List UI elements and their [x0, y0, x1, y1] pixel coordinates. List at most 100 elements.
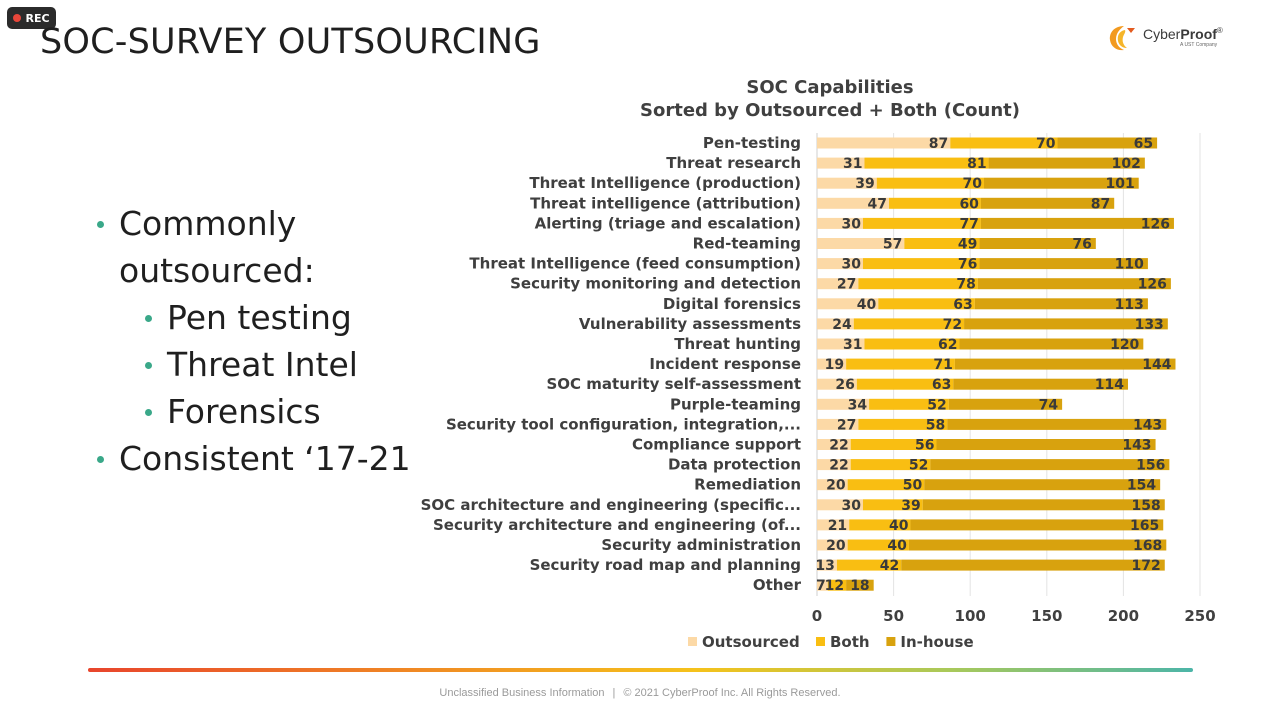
bar-both [847, 479, 925, 491]
bar-outsourced [817, 157, 865, 169]
bar-both [878, 298, 975, 310]
data-label: 19 [825, 357, 844, 373]
data-label: 63 [932, 377, 951, 393]
bar-both [858, 418, 948, 430]
category-label: Pen-testing [703, 134, 801, 152]
data-label: 143 [1133, 417, 1162, 433]
data-label: 12 [825, 578, 844, 594]
sub-bullet-pen-testing: Pen testing [95, 294, 411, 341]
data-label: 40 [857, 297, 877, 313]
sub-bullet-forensics: Forensics [95, 388, 411, 435]
bar-both [846, 358, 955, 370]
category-label: Threat research [666, 154, 801, 172]
footer-separator: | [612, 687, 616, 699]
data-label: 52 [927, 397, 946, 413]
bar-both [862, 499, 923, 511]
data-label: 133 [1135, 317, 1164, 333]
data-label: 114 [1095, 377, 1124, 393]
category-label: Security tool configuration, integration… [446, 415, 801, 433]
bar-both [853, 318, 965, 330]
cyberproof-logo-icon [1109, 26, 1135, 51]
data-label: 71 [933, 357, 952, 373]
data-label: 24 [832, 317, 852, 333]
bar-outsourced [817, 559, 837, 571]
bar-outsourced [817, 499, 863, 511]
bar-in-house [1057, 137, 1158, 149]
bar-outsourced [817, 459, 851, 471]
chart-subtitle: Sorted by Outsourced + Both (Count) [640, 100, 1020, 121]
x-tick-label: 0 [812, 607, 822, 625]
bar-both [856, 378, 954, 390]
footer-gradient-bar [88, 668, 1193, 672]
category-label: Data protection [668, 456, 801, 474]
bullet-consistent: Consistent ‘17-21 [95, 435, 411, 482]
data-label: 39 [855, 176, 874, 192]
record-dot-icon [13, 14, 22, 22]
data-label: 47 [868, 196, 887, 212]
data-label: 58 [926, 417, 945, 433]
bar-both [858, 278, 978, 290]
bar-outsourced [817, 197, 890, 209]
data-label: 30 [841, 216, 861, 232]
data-label: 101 [1105, 176, 1134, 192]
bar-both [862, 217, 981, 229]
category-label: Threat Intelligence (production) [529, 174, 801, 192]
data-label: 39 [901, 498, 920, 514]
bar-in-house [979, 258, 1148, 270]
bar-both [869, 398, 949, 410]
bar-outsourced [817, 238, 905, 249]
bar-in-house [964, 318, 1168, 330]
bar-in-house [953, 378, 1128, 390]
data-label: 50 [903, 478, 923, 494]
data-label: 31 [843, 337, 862, 353]
bar-outsourced [817, 358, 847, 370]
data-label: 113 [1115, 297, 1144, 313]
bullet-commonly-outsourced: Commonly [95, 200, 411, 247]
category-label: Alerting (triage and escalation) [535, 214, 801, 232]
category-label: Threat intelligence (attribution) [530, 194, 801, 212]
bar-in-house [979, 238, 1096, 249]
data-label: 52 [909, 458, 928, 474]
bar-both [850, 459, 931, 471]
data-label: 65 [1134, 136, 1153, 152]
category-label: Threat Intelligence (feed consumption) [469, 255, 801, 273]
x-tick-label: 250 [1184, 607, 1215, 625]
data-label: 76 [1072, 237, 1091, 253]
bar-both [864, 157, 989, 169]
bar-in-house [959, 338, 1144, 350]
data-label: 60 [959, 196, 979, 212]
footer: Unclassified Business Information | © 2021… [0, 687, 1280, 699]
bar-in-house [980, 197, 1115, 209]
bar-outsourced [817, 539, 848, 551]
data-label: 57 [883, 237, 902, 253]
bar-both [847, 539, 909, 551]
bar-outsourced [817, 579, 828, 591]
legend-label: In-house [900, 633, 973, 651]
company-logo: CyberProof® A UST Company [1108, 22, 1238, 54]
data-label: 77 [959, 216, 978, 232]
data-label: 158 [1132, 498, 1161, 514]
bar-outsourced [817, 258, 863, 270]
category-label: Red-teaming [693, 235, 801, 253]
bar-both [876, 177, 984, 189]
bar-outsourced [817, 278, 859, 290]
bar-outsourced [817, 398, 870, 410]
bar-in-house [922, 499, 1165, 511]
bar-in-house [947, 418, 1167, 430]
x-tick-label: 50 [883, 607, 904, 625]
bar-in-house [936, 439, 1156, 450]
bar-both [827, 579, 847, 591]
bar-outsourced [817, 298, 879, 310]
logo-name-regular: Cyber [1143, 26, 1181, 42]
data-label: 110 [1115, 257, 1144, 273]
data-label: 40 [887, 538, 907, 554]
data-label: 76 [958, 257, 977, 273]
bar-in-house [954, 358, 1176, 370]
data-label: 31 [843, 156, 862, 172]
recording-label: REC [25, 11, 50, 25]
data-label: 143 [1122, 438, 1151, 454]
bar-outsourced [817, 177, 877, 189]
data-label: 156 [1136, 458, 1165, 474]
slide-title: SOC-SURVEY OUTSOURCING [40, 22, 541, 62]
